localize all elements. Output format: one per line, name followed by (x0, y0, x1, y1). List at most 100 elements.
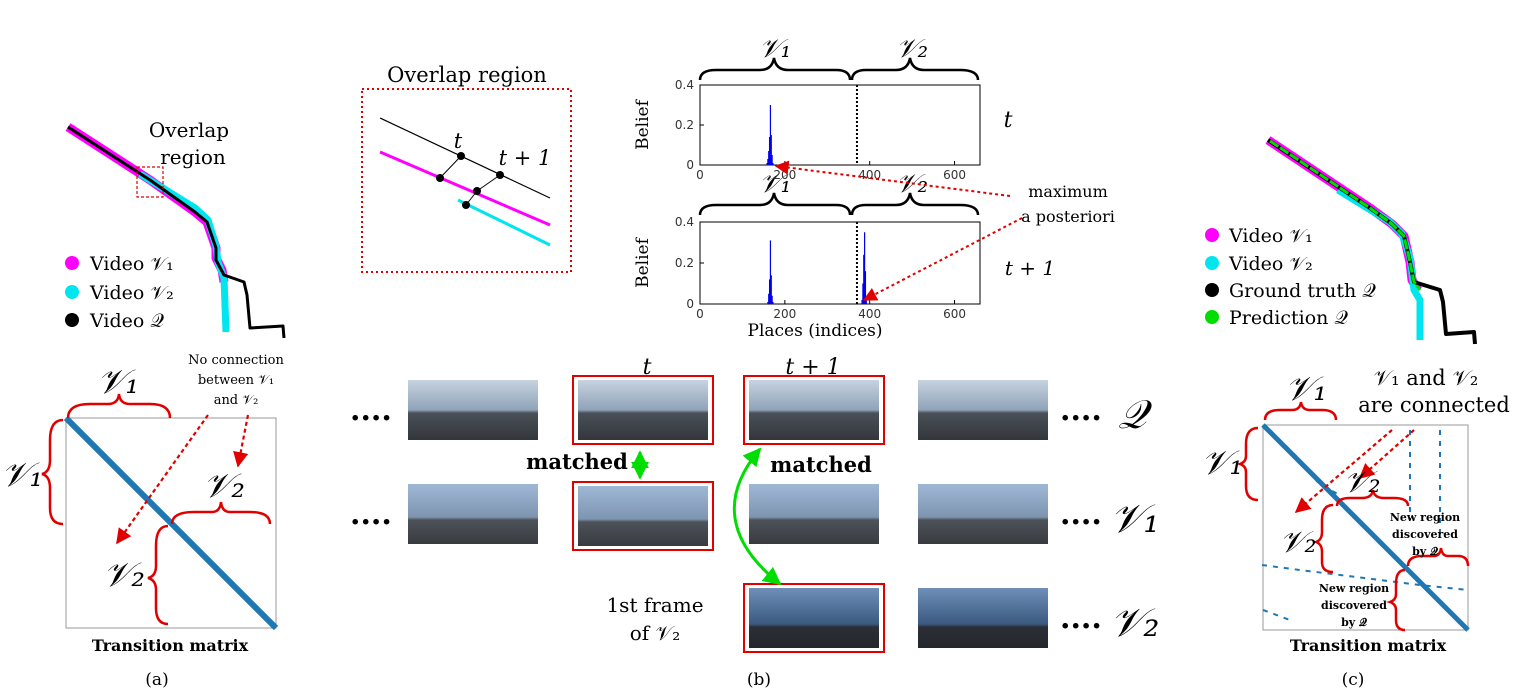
brace-chart2-v2 (850, 192, 980, 216)
chart1-bar-7 (772, 163, 774, 165)
chart2-bar-6 (772, 301, 774, 304)
chart1-xtick-label-1: 200 (773, 168, 796, 182)
zoom-point-t-q (457, 152, 465, 160)
new-region-note-1: New region discovered by 𝒬 (1390, 511, 1460, 558)
chart1-bar-3 (768, 137, 771, 165)
chart1-ytick-label-1: 0.2 (675, 118, 694, 132)
chart1-xtick-label-0: 0 (696, 168, 704, 182)
chart2-xlabel: Places (indices) (748, 321, 883, 341)
chart1-bar-6 (771, 155, 773, 165)
zoom-line-v1 (379, 150, 551, 227)
frame-v1-t-highlight (572, 481, 714, 551)
frame-rows: t t + 1 .... .... 𝒬 .... .... 𝒱₁ (350, 355, 1159, 653)
no-connection-note: No connection between 𝒱₁ and 𝒱₂ (188, 353, 284, 408)
chart1-xtick-label-2: 400 (858, 168, 881, 182)
route-map-c (1265, 136, 1477, 345)
overlap-label-line1: Overlap (149, 118, 229, 142)
first-frame-line1: 1st frame (606, 593, 703, 617)
label-v1-left: 𝒱₁ (1, 455, 43, 495)
legend-a: Video 𝒱₁ Video 𝒱₂ Video 𝒬 (65, 253, 174, 332)
row-v2-label: 𝒱₂ (1110, 600, 1159, 646)
panel-a: Overlap region Video 𝒱₁ Video 𝒱₂ Video 𝒬… (1, 118, 286, 690)
frame-q-t1 (749, 380, 879, 440)
legend-label-v2: Video 𝒱₂ (89, 282, 174, 304)
zoom-label-t1: t + 1 (499, 146, 552, 170)
brace-c-new-top (1406, 547, 1470, 567)
new-region-note-2: New region discovered by 𝒬 (1319, 582, 1389, 629)
chart2-row-label: t + 1 (1005, 256, 1055, 280)
frame-v1-1 (408, 484, 538, 544)
chart2-bar-0 (767, 301, 769, 304)
zoom-point-t1-v1 (473, 187, 481, 195)
belief-charts: 𝒱₁ 𝒱₂ t 𝒱₁ 𝒱₂ t + 1 Places (indices) 00.… (633, 34, 1055, 341)
frame-q-t-highlight (572, 375, 714, 445)
zoom-point-t1-q (496, 171, 504, 179)
chart1-bar-1 (767, 159, 769, 165)
row-q-label: 𝒬 (1118, 392, 1153, 438)
chart2-bar-3 (769, 240, 772, 304)
legend-c-label-v1: Video 𝒱₁ (1228, 225, 1313, 247)
matched-label-t: matched (526, 449, 628, 474)
matrix-caption-a: Transition matrix (92, 636, 249, 655)
label-v2-top: 𝒱₂ (203, 466, 245, 506)
zoom-title: Overlap region (387, 63, 547, 87)
chart2-bar-11 (864, 271, 867, 304)
frame-v2-2 (918, 588, 1048, 648)
legend-marker-q (65, 313, 79, 327)
chart2-bar-7 (861, 299, 863, 304)
chart2-bar-9 (863, 254, 865, 304)
chart1-frame (699, 84, 981, 166)
brace-v2-top (170, 501, 272, 525)
frame-v2-first-highlight (743, 583, 885, 653)
map-arrow-1 (774, 160, 1011, 197)
chart2-xtick-label-3: 600 (943, 307, 966, 321)
legend-c-label-v2: Video 𝒱₂ (1228, 253, 1313, 275)
legend-marker-v2 (65, 285, 79, 299)
chart2-ytick-label-0: 0 (686, 297, 694, 311)
new-region-1-line2: discovered (1392, 528, 1458, 541)
label-c-v2-top: 𝒱₂ (1343, 465, 1380, 500)
legend-label-q: Video 𝒬 (89, 310, 164, 332)
legend-c-label-pred: Prediction 𝒬 (1229, 307, 1348, 329)
label-c-v1-left: 𝒱₁ (1201, 443, 1243, 483)
frame-q-4 (918, 380, 1048, 440)
map-label-line2: a posteriori (1021, 207, 1115, 226)
frame-v1-4 (918, 484, 1048, 544)
brace-c-v2-left (1312, 503, 1334, 574)
overlap-label-line2: region (160, 145, 226, 169)
brace-c-top-v1 (1263, 401, 1338, 421)
legend-label-v1: Video 𝒱₁ (89, 253, 174, 275)
new-region-1-line1: New region (1390, 511, 1460, 524)
row-v1-dots-right: .... (1060, 497, 1102, 532)
panel-b: Overlap region t t + 1 𝒱₁ 𝒱₂ t 𝒱₁ 𝒱₂ t +… (350, 34, 1159, 690)
first-frame-line2: of 𝒱₂ (630, 621, 680, 645)
chart2-bar-2 (768, 279, 771, 304)
chart2-xtick-label-1: 200 (773, 307, 796, 321)
chart1-bar-4 (769, 105, 772, 165)
matrix-diagonal-c (1261, 423, 1470, 632)
panel-label-c: (c) (1342, 670, 1365, 690)
route-map-a (65, 123, 286, 339)
row-q-dots-right: .... (1060, 393, 1102, 428)
brace-c-left-v1 (1236, 426, 1259, 502)
label-v2-left: 𝒱₂ (103, 555, 145, 595)
brace-c-new-left (1386, 568, 1406, 632)
connected-line2: are connected (1358, 393, 1510, 417)
chart1-xtick-label-3: 600 (943, 168, 966, 182)
panel-label-b: (b) (747, 670, 771, 690)
row-v1-label: 𝒱₁ (1110, 496, 1159, 542)
brace-chart2-v1 (698, 192, 852, 216)
chart2-bar-1 (768, 293, 770, 304)
brace-chart1-v2 (850, 57, 980, 81)
chart1-bar-2 (768, 151, 770, 165)
legend-c-marker-gt (1205, 283, 1219, 297)
label-c-v2-left: 𝒱₂ (1279, 525, 1316, 560)
frames-label-t: t (643, 355, 652, 380)
connected-line1: 𝒱₁ and 𝒱₂ (1374, 366, 1479, 390)
note-line1: No connection (188, 353, 284, 368)
overlap-box (136, 166, 164, 198)
chart1-bar-0 (766, 163, 768, 165)
new-region-2-line1: New region (1319, 582, 1389, 595)
chart2-xtick-label-0: 0 (696, 307, 704, 321)
